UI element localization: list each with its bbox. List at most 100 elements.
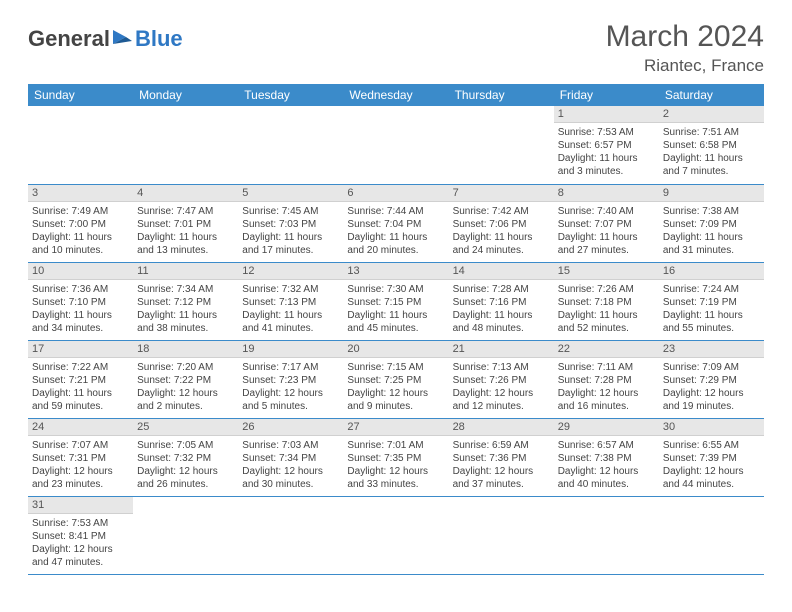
daylight-line: Daylight: 12 hours and 26 minutes. [137,465,234,491]
header: General Blue March 2024 Riantec, France [28,20,764,76]
daylight-line: Daylight: 12 hours and 23 minutes. [32,465,129,491]
day-info: Sunrise: 7:38 AMSunset: 7:09 PMDaylight:… [659,202,764,261]
calendar-day-cell: 10Sunrise: 7:36 AMSunset: 7:10 PMDayligh… [28,262,133,340]
sunset-line: Sunset: 7:07 PM [558,218,655,231]
sunrise-line: Sunrise: 6:59 AM [453,439,550,452]
daylight-line: Daylight: 11 hours and 34 minutes. [32,309,129,335]
day-number: 5 [238,185,343,202]
daylight-line: Daylight: 11 hours and 3 minutes. [558,152,655,178]
calendar-day-cell: 6Sunrise: 7:44 AMSunset: 7:04 PMDaylight… [343,184,448,262]
sunset-line: Sunset: 7:10 PM [32,296,129,309]
calendar-day-cell [28,106,133,184]
sunrise-line: Sunrise: 7:26 AM [558,283,655,296]
daylight-line: Daylight: 11 hours and 41 minutes. [242,309,339,335]
day-number: 23 [659,341,764,358]
calendar-day-cell: 26Sunrise: 7:03 AMSunset: 7:34 PMDayligh… [238,418,343,496]
weekday-header: Monday [133,84,238,106]
weekday-header: Sunday [28,84,133,106]
calendar-day-cell: 12Sunrise: 7:32 AMSunset: 7:13 PMDayligh… [238,262,343,340]
sunset-line: Sunset: 8:41 PM [32,530,129,543]
daylight-line: Daylight: 11 hours and 45 minutes. [347,309,444,335]
calendar-body: 1Sunrise: 7:53 AMSunset: 6:57 PMDaylight… [28,106,764,574]
calendar-day-cell: 16Sunrise: 7:24 AMSunset: 7:19 PMDayligh… [659,262,764,340]
calendar-day-cell: 18Sunrise: 7:20 AMSunset: 7:22 PMDayligh… [133,340,238,418]
sunrise-line: Sunrise: 7:53 AM [558,126,655,139]
daylight-line: Daylight: 12 hours and 5 minutes. [242,387,339,413]
day-info: Sunrise: 7:28 AMSunset: 7:16 PMDaylight:… [449,280,554,339]
day-info: Sunrise: 7:51 AMSunset: 6:58 PMDaylight:… [659,123,764,182]
calendar-day-cell [449,106,554,184]
day-number: 25 [133,419,238,436]
calendar-day-cell [238,106,343,184]
day-info: Sunrise: 7:03 AMSunset: 7:34 PMDaylight:… [238,436,343,495]
sunset-line: Sunset: 7:01 PM [137,218,234,231]
sunrise-line: Sunrise: 7:40 AM [558,205,655,218]
weekday-header: Wednesday [343,84,448,106]
calendar-day-cell: 23Sunrise: 7:09 AMSunset: 7:29 PMDayligh… [659,340,764,418]
sunrise-line: Sunrise: 7:42 AM [453,205,550,218]
day-number: 15 [554,263,659,280]
weekday-header-row: SundayMondayTuesdayWednesdayThursdayFrid… [28,84,764,106]
sunset-line: Sunset: 7:09 PM [663,218,760,231]
sunrise-line: Sunrise: 7:01 AM [347,439,444,452]
calendar-day-cell: 2Sunrise: 7:51 AMSunset: 6:58 PMDaylight… [659,106,764,184]
calendar-day-cell [554,496,659,574]
calendar-week-row: 3Sunrise: 7:49 AMSunset: 7:00 PMDaylight… [28,184,764,262]
daylight-line: Daylight: 11 hours and 59 minutes. [32,387,129,413]
sunrise-line: Sunrise: 7:05 AM [137,439,234,452]
sunrise-line: Sunrise: 7:17 AM [242,361,339,374]
logo: General Blue [28,20,183,52]
daylight-line: Daylight: 12 hours and 2 minutes. [137,387,234,413]
sunrise-line: Sunrise: 6:57 AM [558,439,655,452]
daylight-line: Daylight: 11 hours and 55 minutes. [663,309,760,335]
sunrise-line: Sunrise: 7:38 AM [663,205,760,218]
day-number: 2 [659,106,764,123]
logo-text-general: General [28,26,110,52]
calendar-day-cell: 9Sunrise: 7:38 AMSunset: 7:09 PMDaylight… [659,184,764,262]
daylight-line: Daylight: 11 hours and 20 minutes. [347,231,444,257]
day-info: Sunrise: 7:01 AMSunset: 7:35 PMDaylight:… [343,436,448,495]
sunset-line: Sunset: 7:15 PM [347,296,444,309]
weekday-header: Tuesday [238,84,343,106]
sunset-line: Sunset: 6:57 PM [558,139,655,152]
calendar-day-cell: 19Sunrise: 7:17 AMSunset: 7:23 PMDayligh… [238,340,343,418]
day-number: 26 [238,419,343,436]
day-number: 24 [28,419,133,436]
sunrise-line: Sunrise: 7:13 AM [453,361,550,374]
daylight-line: Daylight: 12 hours and 47 minutes. [32,543,129,569]
day-number: 13 [343,263,448,280]
calendar-week-row: 24Sunrise: 7:07 AMSunset: 7:31 PMDayligh… [28,418,764,496]
day-info: Sunrise: 7:44 AMSunset: 7:04 PMDaylight:… [343,202,448,261]
sunset-line: Sunset: 7:38 PM [558,452,655,465]
calendar-week-row: 10Sunrise: 7:36 AMSunset: 7:10 PMDayligh… [28,262,764,340]
sunrise-line: Sunrise: 7:34 AM [137,283,234,296]
sunset-line: Sunset: 6:58 PM [663,139,760,152]
calendar-day-cell: 30Sunrise: 6:55 AMSunset: 7:39 PMDayligh… [659,418,764,496]
calendar-day-cell: 1 Sunrise: 7:53 AMSunset: 6:57 PMDaylight… [554,106,659,184]
sunset-line: Sunset: 7:22 PM [137,374,234,387]
daylight-line: Daylight: 12 hours and 33 minutes. [347,465,444,491]
day-number: 9 [659,185,764,202]
daylight-line: Daylight: 11 hours and 10 minutes. [32,231,129,257]
daylight-line: Daylight: 11 hours and 27 minutes. [558,231,655,257]
day-number: 30 [659,419,764,436]
day-number: 4 [133,185,238,202]
calendar-day-cell: 27Sunrise: 7:01 AMSunset: 7:35 PMDayligh… [343,418,448,496]
sunset-line: Sunset: 7:36 PM [453,452,550,465]
day-number: 7 [449,185,554,202]
day-number: 18 [133,341,238,358]
calendar-day-cell [449,496,554,574]
sunset-line: Sunset: 7:28 PM [558,374,655,387]
sunrise-line: Sunrise: 7:09 AM [663,361,760,374]
sunset-line: Sunset: 7:06 PM [453,218,550,231]
calendar-day-cell: 31Sunrise: 7:53 AMSunset: 8:41 PMDayligh… [28,496,133,574]
title-block: March 2024 Riantec, France [606,20,764,76]
sunset-line: Sunset: 7:23 PM [242,374,339,387]
day-number: 1 [554,106,659,123]
daylight-line: Daylight: 12 hours and 30 minutes. [242,465,339,491]
daylight-line: Daylight: 11 hours and 17 minutes. [242,231,339,257]
day-info: Sunrise: 6:55 AMSunset: 7:39 PMDaylight:… [659,436,764,495]
calendar-day-cell: 13Sunrise: 7:30 AMSunset: 7:15 PMDayligh… [343,262,448,340]
calendar-day-cell: 20Sunrise: 7:15 AMSunset: 7:25 PMDayligh… [343,340,448,418]
daylight-line: Daylight: 11 hours and 13 minutes. [137,231,234,257]
